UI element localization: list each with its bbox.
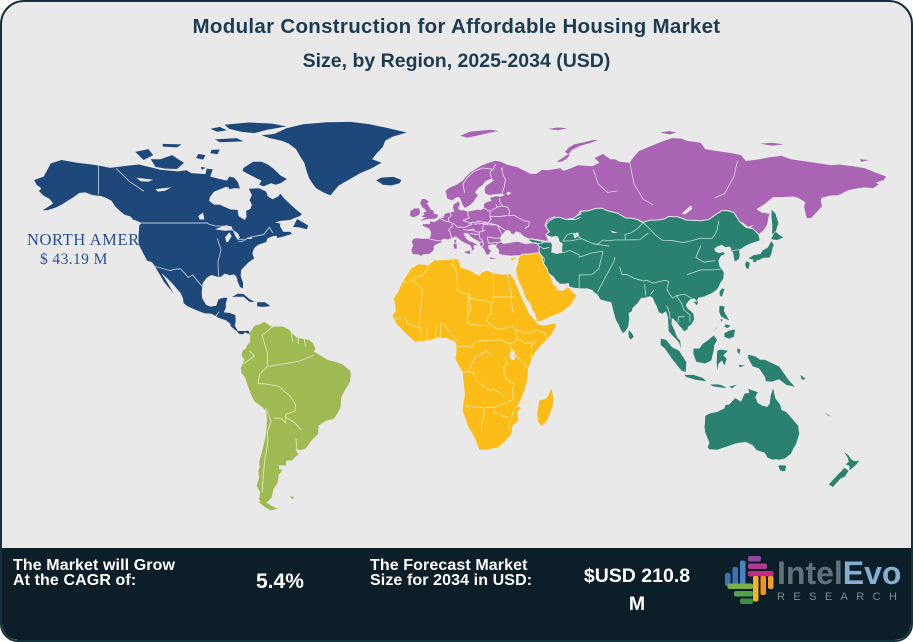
svg-text:$ 43.19 M: $ 43.19 M <box>40 251 108 268</box>
svg-text:NORTH AMERICA: NORTH AMERICA <box>27 230 170 249</box>
